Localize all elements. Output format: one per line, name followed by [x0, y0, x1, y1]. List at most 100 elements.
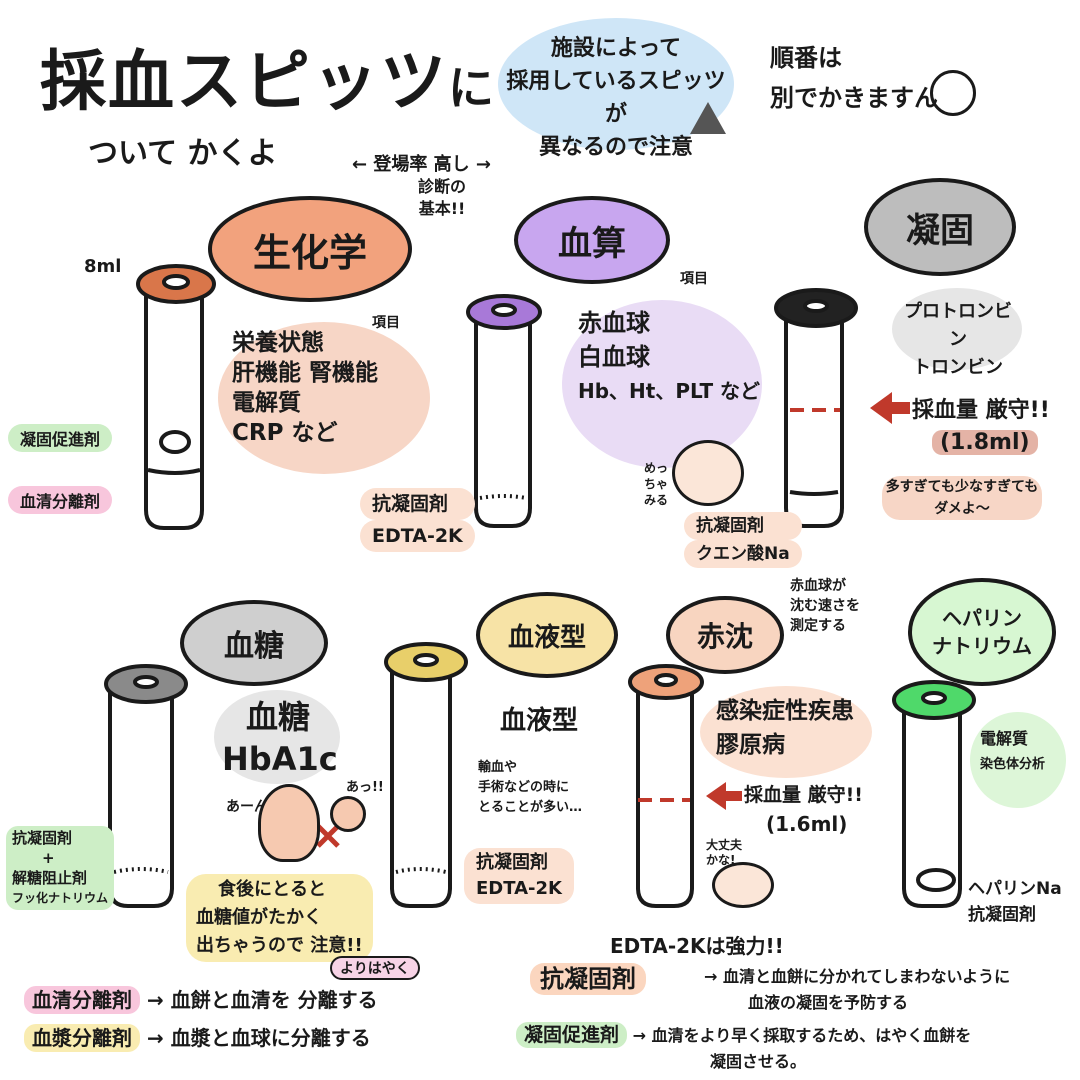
frequency-note: ← 登場率 高し → — [352, 154, 491, 175]
esr-arrow-icon — [706, 782, 742, 810]
cross-icon — [316, 824, 340, 848]
legend-plasma-sep-desc: → 血漿と血球に分離する — [146, 1026, 371, 1050]
cbc-bubble: 血算 — [514, 196, 670, 284]
heparin-additive-line: 抗凝固剤 — [968, 905, 1036, 925]
glucose-items-blob — [214, 690, 340, 784]
smile-face-icon — [930, 70, 976, 116]
esr-speed-note-line: 沈む速さを — [790, 598, 860, 614]
bloodtype-note-line: とることが多い… — [478, 800, 583, 815]
order-note-line: 別でかきますん — [770, 84, 938, 112]
biochem-items-blob — [218, 322, 430, 474]
esr-items-blob — [700, 686, 872, 778]
clot-activator-bead — [159, 430, 191, 454]
coag-warning: 多すぎても少なすぎても ダメよ〜 — [882, 476, 1042, 520]
coag-amount: (1.8ml) — [932, 430, 1038, 455]
glucose-item: 血糖 — [245, 698, 310, 736]
coag-additive-line: 抗凝固剤 — [684, 512, 802, 540]
heparin-tube — [892, 680, 976, 908]
legend-plasma-sep: 血漿分離剤 — [24, 1024, 140, 1052]
surprised-face-icon — [330, 796, 366, 832]
cbc-label: 血算 — [558, 223, 626, 264]
glucose-item: HbA1c — [222, 740, 338, 778]
bloodtype-label: 血液型 — [507, 622, 586, 653]
legend-anticoag: 抗凝固剤 — [530, 963, 646, 995]
cbc-item: 赤血球 — [578, 309, 650, 337]
heparin-items-blob — [970, 712, 1066, 808]
heparin-additive-line: ヘパリンNa — [968, 879, 1062, 899]
cbc-item: 白血球 — [578, 343, 650, 371]
heparin-item: 電解質 — [980, 729, 1029, 748]
coag-additive: 抗凝固剤 クエン酸Na — [684, 512, 802, 568]
legend-coag-promoter-desc-line: 凝固させる。 — [710, 1052, 807, 1071]
cbc-items-blob — [562, 300, 762, 468]
coag-warning-line: ダメよ〜 — [934, 501, 990, 517]
strict-arrows — [706, 392, 910, 810]
legend-anticoag-desc-line: 血液の凝固を予防する — [748, 993, 909, 1012]
bloodtype-additive: 抗凝固剤 EDTA-2K — [464, 848, 574, 904]
cbc-eyes-note-line: ちゃ — [644, 477, 669, 491]
warning-icon — [690, 102, 726, 134]
coag-item: プロトロンビン — [904, 301, 1012, 350]
cbc-items-tag: 項目 — [680, 271, 708, 287]
bloodtype-bubble: 血液型 — [476, 592, 618, 678]
coag-warning-line: 多すぎても少なすぎても — [885, 479, 1039, 495]
legend-anticoag-row: 抗凝固剤 — [530, 963, 646, 995]
bloodtype-note: 輸血や 手術などの時に とることが多い… — [478, 758, 582, 818]
esr-items: 感染症性疾患 膠原病 — [716, 694, 854, 762]
heparin-bubble: ヘパリン ナトリウム — [908, 578, 1056, 686]
esr-bubble: 赤沈 — [666, 596, 784, 674]
diagnosis-note-line: 診断の — [418, 177, 467, 196]
order-note: 順番は 別でかきますん — [770, 38, 938, 118]
cbc-items: 赤血球 白血球 Hb、Ht、PLT など — [578, 306, 760, 408]
cbc-eyes-note-line: みる — [644, 493, 669, 507]
biochem-item: 栄養状態 — [232, 330, 324, 356]
legend-edta-note: EDTA-2Kは強力!! — [610, 934, 784, 958]
cbc-additive-line: EDTA-2K — [360, 520, 475, 552]
glucose-items: 血糖 HbA1c — [222, 696, 338, 780]
cbc-item: Hb、Ht、PLT など — [578, 379, 761, 403]
heparin-item: 染色体分析 — [980, 757, 1046, 772]
legend-anticoag-desc: → 血清と血餅に分かれてしまわないように 血液の凝固を予防する — [704, 964, 1010, 1016]
cbc-eyes-note-line: めっ — [644, 461, 669, 475]
esr-strict: 採血量 厳守!! — [744, 784, 863, 806]
biochem-items-tag: 項目 — [372, 315, 400, 331]
legend-anticoag-desc-line: → 血清と血餅に分かれてしまわないように — [704, 967, 1011, 986]
bloodtype-note-line: 輸血や — [478, 760, 518, 775]
legend-serum-sep: 血清分離剤 — [24, 986, 140, 1014]
legend-coag-promoter-row: 凝固促進剤 → 血清をより早く採取するため、はやく血餅を 凝固させる。 — [516, 1022, 971, 1075]
esr-label: 赤沈 — [696, 620, 753, 653]
facility-note: 施設によって 採用しているスピッツが 異なるので注意 — [498, 32, 734, 164]
esr-tube — [628, 664, 704, 908]
legend-coag-promoter: 凝固促進剤 — [516, 1022, 628, 1048]
esr-speed-note: 赤血球が 沈む速さを 測定する — [790, 576, 860, 636]
esr-speed-note-line: 測定する — [790, 618, 846, 634]
biochem-label: 生化学 — [252, 230, 367, 275]
heparin-label-line: ナトリウム — [932, 634, 1032, 658]
coag-additive-line: クエン酸Na — [684, 540, 802, 568]
esr-item: 膠原病 — [716, 732, 785, 758]
esr-ok-note-line: 大丈夫 — [706, 838, 743, 852]
facility-note-line: 異なるので注意 — [538, 135, 693, 160]
coag-arrow-icon — [870, 392, 910, 424]
esr-ok-note: 大丈夫 かな! — [706, 838, 742, 868]
bloodtype-items: 血液型 — [500, 706, 579, 736]
page-subtitle: ついて かくよ — [88, 136, 278, 171]
person-eating-icon — [258, 784, 320, 862]
glucose-exclaim-a: あーん — [226, 799, 268, 815]
page-title: 採血スピッツに — [40, 43, 496, 120]
order-note-line: 順番は — [770, 44, 842, 72]
biochem-additive1: 凝固促進剤 — [8, 424, 113, 452]
cbc-tube — [466, 294, 542, 528]
coag-strict: 採血量 厳守!! — [912, 398, 1050, 423]
bloodtype-note-line: 手術などの時に — [478, 780, 570, 795]
glucose-label: 血糖 — [224, 629, 284, 664]
glucose-note-line: 血糖値がたかく — [196, 907, 322, 928]
diagnosis-note-line: 基本!! — [418, 199, 466, 218]
biochem-item: 電解質 — [232, 390, 301, 416]
nurse-face-icon — [672, 440, 744, 506]
legend-plasma-sep-row: 血漿分離剤 → 血漿と血球に分離する — [24, 1022, 371, 1052]
biochem-items: 栄養状態 肝機能 腎機能 電解質 CRP など — [232, 328, 378, 448]
esr-speed-note-line: 赤血球が — [790, 578, 846, 594]
coag-tube — [774, 288, 858, 528]
